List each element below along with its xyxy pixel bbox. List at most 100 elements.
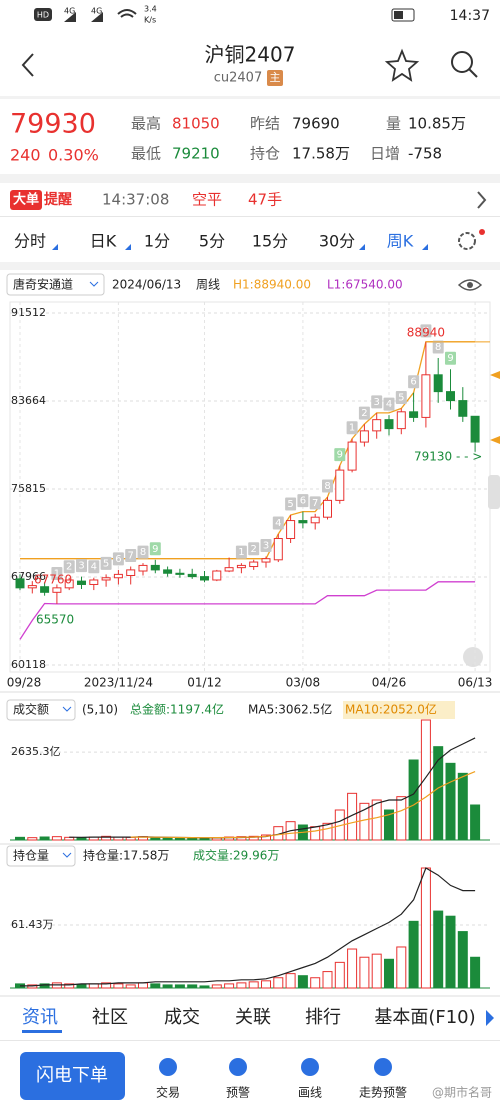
td-count: 4 bbox=[386, 399, 392, 410]
main-badge bbox=[267, 70, 283, 86]
td-badge bbox=[309, 496, 321, 510]
x-tick-label: 04/26 bbox=[372, 676, 407, 690]
bar bbox=[15, 836, 25, 841]
td-badge bbox=[235, 545, 247, 559]
hd-badge bbox=[34, 8, 52, 21]
period-tab[interactable]: 5分 bbox=[199, 232, 225, 251]
bar bbox=[347, 792, 358, 841]
td-count: 8 bbox=[324, 481, 330, 492]
low-annotation: 65570 bbox=[36, 612, 74, 626]
alert-time: 14:37:08 bbox=[102, 191, 169, 209]
bar bbox=[125, 984, 136, 989]
h1-label: H1:88940.00 bbox=[233, 278, 311, 292]
ma10-label: MA10:2052.0亿 bbox=[345, 702, 437, 717]
alert-more[interactable] bbox=[477, 191, 487, 209]
bar bbox=[457, 772, 468, 841]
favorite-button[interactable] bbox=[384, 48, 420, 82]
clock: 14:37 bbox=[450, 8, 490, 24]
bottom-tab[interactable]: 基本面(F10) bbox=[374, 1007, 475, 1028]
x-tick-label: 01/12 bbox=[187, 676, 222, 690]
chevron bbox=[62, 852, 72, 858]
bar bbox=[396, 796, 407, 841]
bar bbox=[76, 984, 87, 989]
tool-label[interactable]: 预警 bbox=[226, 1085, 250, 1100]
bottom-tab[interactable]: 成交 bbox=[164, 1007, 200, 1028]
tab-caret bbox=[359, 244, 365, 250]
bottom-tab[interactable]: 关联 bbox=[235, 1007, 271, 1028]
net: 4G bbox=[64, 7, 75, 16]
period-tab[interactable]: 周K bbox=[387, 232, 414, 251]
candle-body bbox=[323, 499, 332, 518]
bottom-tab[interactable]: 社区 bbox=[92, 1007, 128, 1028]
tool-label[interactable]: 走势预警 bbox=[359, 1085, 407, 1100]
x-tick-label: 09/28 bbox=[7, 676, 42, 690]
panel-select[interactable] bbox=[6, 699, 76, 721]
divider bbox=[0, 174, 500, 183]
td-badge bbox=[125, 549, 137, 563]
bar bbox=[347, 948, 358, 989]
panel-params: (5,10) bbox=[82, 703, 118, 717]
quick-order-button[interactable] bbox=[20, 1052, 125, 1100]
tab-underline bbox=[22, 1030, 62, 1033]
bar bbox=[236, 982, 247, 989]
stat-value: 79210 bbox=[172, 145, 220, 163]
search-button[interactable] bbox=[451, 51, 473, 73]
stat-value: 79690 bbox=[292, 115, 340, 133]
side-tab[interactable] bbox=[488, 475, 500, 509]
alert-badge-text: 大单 bbox=[13, 192, 39, 208]
bar bbox=[199, 837, 210, 841]
stat-label: 量 bbox=[386, 115, 401, 133]
bar bbox=[261, 834, 271, 841]
x-tick-label: 03/08 bbox=[286, 676, 321, 690]
bar bbox=[297, 975, 308, 989]
eye-pupil bbox=[467, 282, 473, 288]
td-badge bbox=[112, 552, 124, 566]
indicator-select[interactable] bbox=[6, 273, 105, 296]
candle-body bbox=[310, 516, 320, 524]
tool-label[interactable]: 画线 bbox=[298, 1086, 322, 1100]
panel-select[interactable] bbox=[6, 845, 76, 867]
bar bbox=[322, 822, 333, 841]
tool-icon bbox=[159, 1058, 177, 1076]
stat-label: 日增 bbox=[370, 145, 400, 163]
speed: 3.4 bbox=[144, 5, 157, 14]
bottom-tab[interactable]: 资讯 bbox=[22, 1007, 58, 1028]
tabs-more[interactable] bbox=[486, 1010, 494, 1026]
candle-body bbox=[89, 579, 99, 585]
bar bbox=[445, 762, 456, 841]
candle-body bbox=[446, 391, 455, 402]
period-tab[interactable]: 分时 bbox=[14, 232, 46, 251]
bar bbox=[396, 946, 407, 989]
line bbox=[130, 771, 476, 839]
candle-body bbox=[200, 576, 209, 581]
x-tick-label: 06/13 bbox=[458, 676, 493, 690]
td-count: 8 bbox=[140, 547, 146, 558]
period-tab[interactable]: 日K bbox=[90, 232, 117, 251]
bottom-tab[interactable]: 排行 bbox=[305, 1007, 341, 1028]
bar bbox=[101, 982, 112, 989]
bar bbox=[224, 983, 235, 989]
eye-button[interactable] bbox=[457, 279, 483, 291]
period-tab[interactable]: 30分 bbox=[319, 232, 355, 251]
candle-body bbox=[64, 579, 74, 589]
panel-title: 成交额 bbox=[13, 702, 49, 717]
period-tab[interactable]: 1分 bbox=[144, 232, 170, 251]
divider bbox=[0, 691, 500, 693]
period-tabs: 分时 日K 1分 5分 15分 30分 周K bbox=[14, 232, 414, 251]
td-badge bbox=[297, 494, 309, 508]
bar bbox=[371, 799, 382, 841]
tool-label[interactable]: 交易 bbox=[156, 1085, 180, 1100]
battery-level bbox=[394, 11, 403, 19]
bar bbox=[162, 984, 173, 989]
l1-label: L1:67540.00 bbox=[327, 278, 403, 292]
candle-body bbox=[384, 419, 394, 430]
bar bbox=[125, 836, 136, 841]
lower-band bbox=[19, 581, 476, 640]
bar bbox=[248, 981, 259, 989]
expand-button[interactable] bbox=[463, 647, 483, 667]
td-count: 5 bbox=[103, 558, 109, 569]
back-button[interactable] bbox=[21, 53, 34, 77]
period-tab[interactable]: 15分 bbox=[252, 232, 288, 251]
stat-label: 持仓 bbox=[250, 145, 280, 163]
settings-button[interactable] bbox=[458, 232, 476, 250]
